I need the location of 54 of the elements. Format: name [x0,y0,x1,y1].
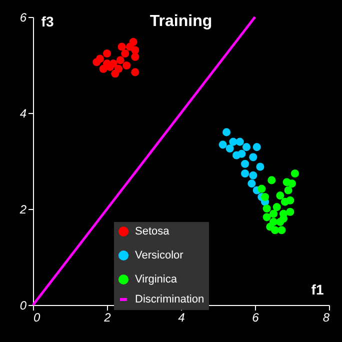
legend-label: Versicolor [135,250,184,262]
point [288,180,296,188]
point [260,192,270,202]
point [240,160,250,168]
point [226,144,234,153]
point [114,64,122,73]
point [256,162,264,171]
y-tick-label: 6 [20,10,27,24]
x-tick-label: 4 [178,310,186,324]
point [262,213,271,222]
point [222,128,231,136]
point [276,192,284,200]
point [92,58,101,66]
point [268,176,276,184]
y-tick-label: 0 [20,298,27,312]
point [252,143,261,152]
point [121,49,130,58]
x-tick-label: 2 [103,310,112,324]
point [118,42,126,51]
y-tick-label: 2 [18,202,27,216]
point [131,52,140,61]
point [236,138,244,146]
point [116,56,124,64]
point [122,61,131,70]
point [280,198,289,206]
point [249,153,258,162]
chart-title: Training [150,13,212,30]
point [284,186,292,194]
point [238,150,246,158]
legend-label: Setosa [135,226,170,238]
point [266,222,274,231]
point [258,184,266,193]
y-tick-label: 4 [20,106,27,120]
point [262,204,271,213]
point [278,226,286,234]
x-tick-label: 0 [34,310,40,324]
legend-label: Virginica [135,274,178,286]
point [131,68,140,76]
x-tick-label: 6 [252,310,260,324]
point [240,169,250,178]
y-axis-title: f3 [41,14,54,30]
point [126,42,134,51]
point [242,143,251,152]
legend-label: Discrimination [135,294,204,306]
point [218,140,227,149]
x-tick-label: 8 [322,310,330,324]
point [269,210,278,218]
point [290,169,299,178]
point [272,203,281,212]
point [286,208,294,216]
point [248,180,256,188]
point [249,171,258,180]
x-axis-title: f1 [311,282,324,298]
point [102,49,112,58]
